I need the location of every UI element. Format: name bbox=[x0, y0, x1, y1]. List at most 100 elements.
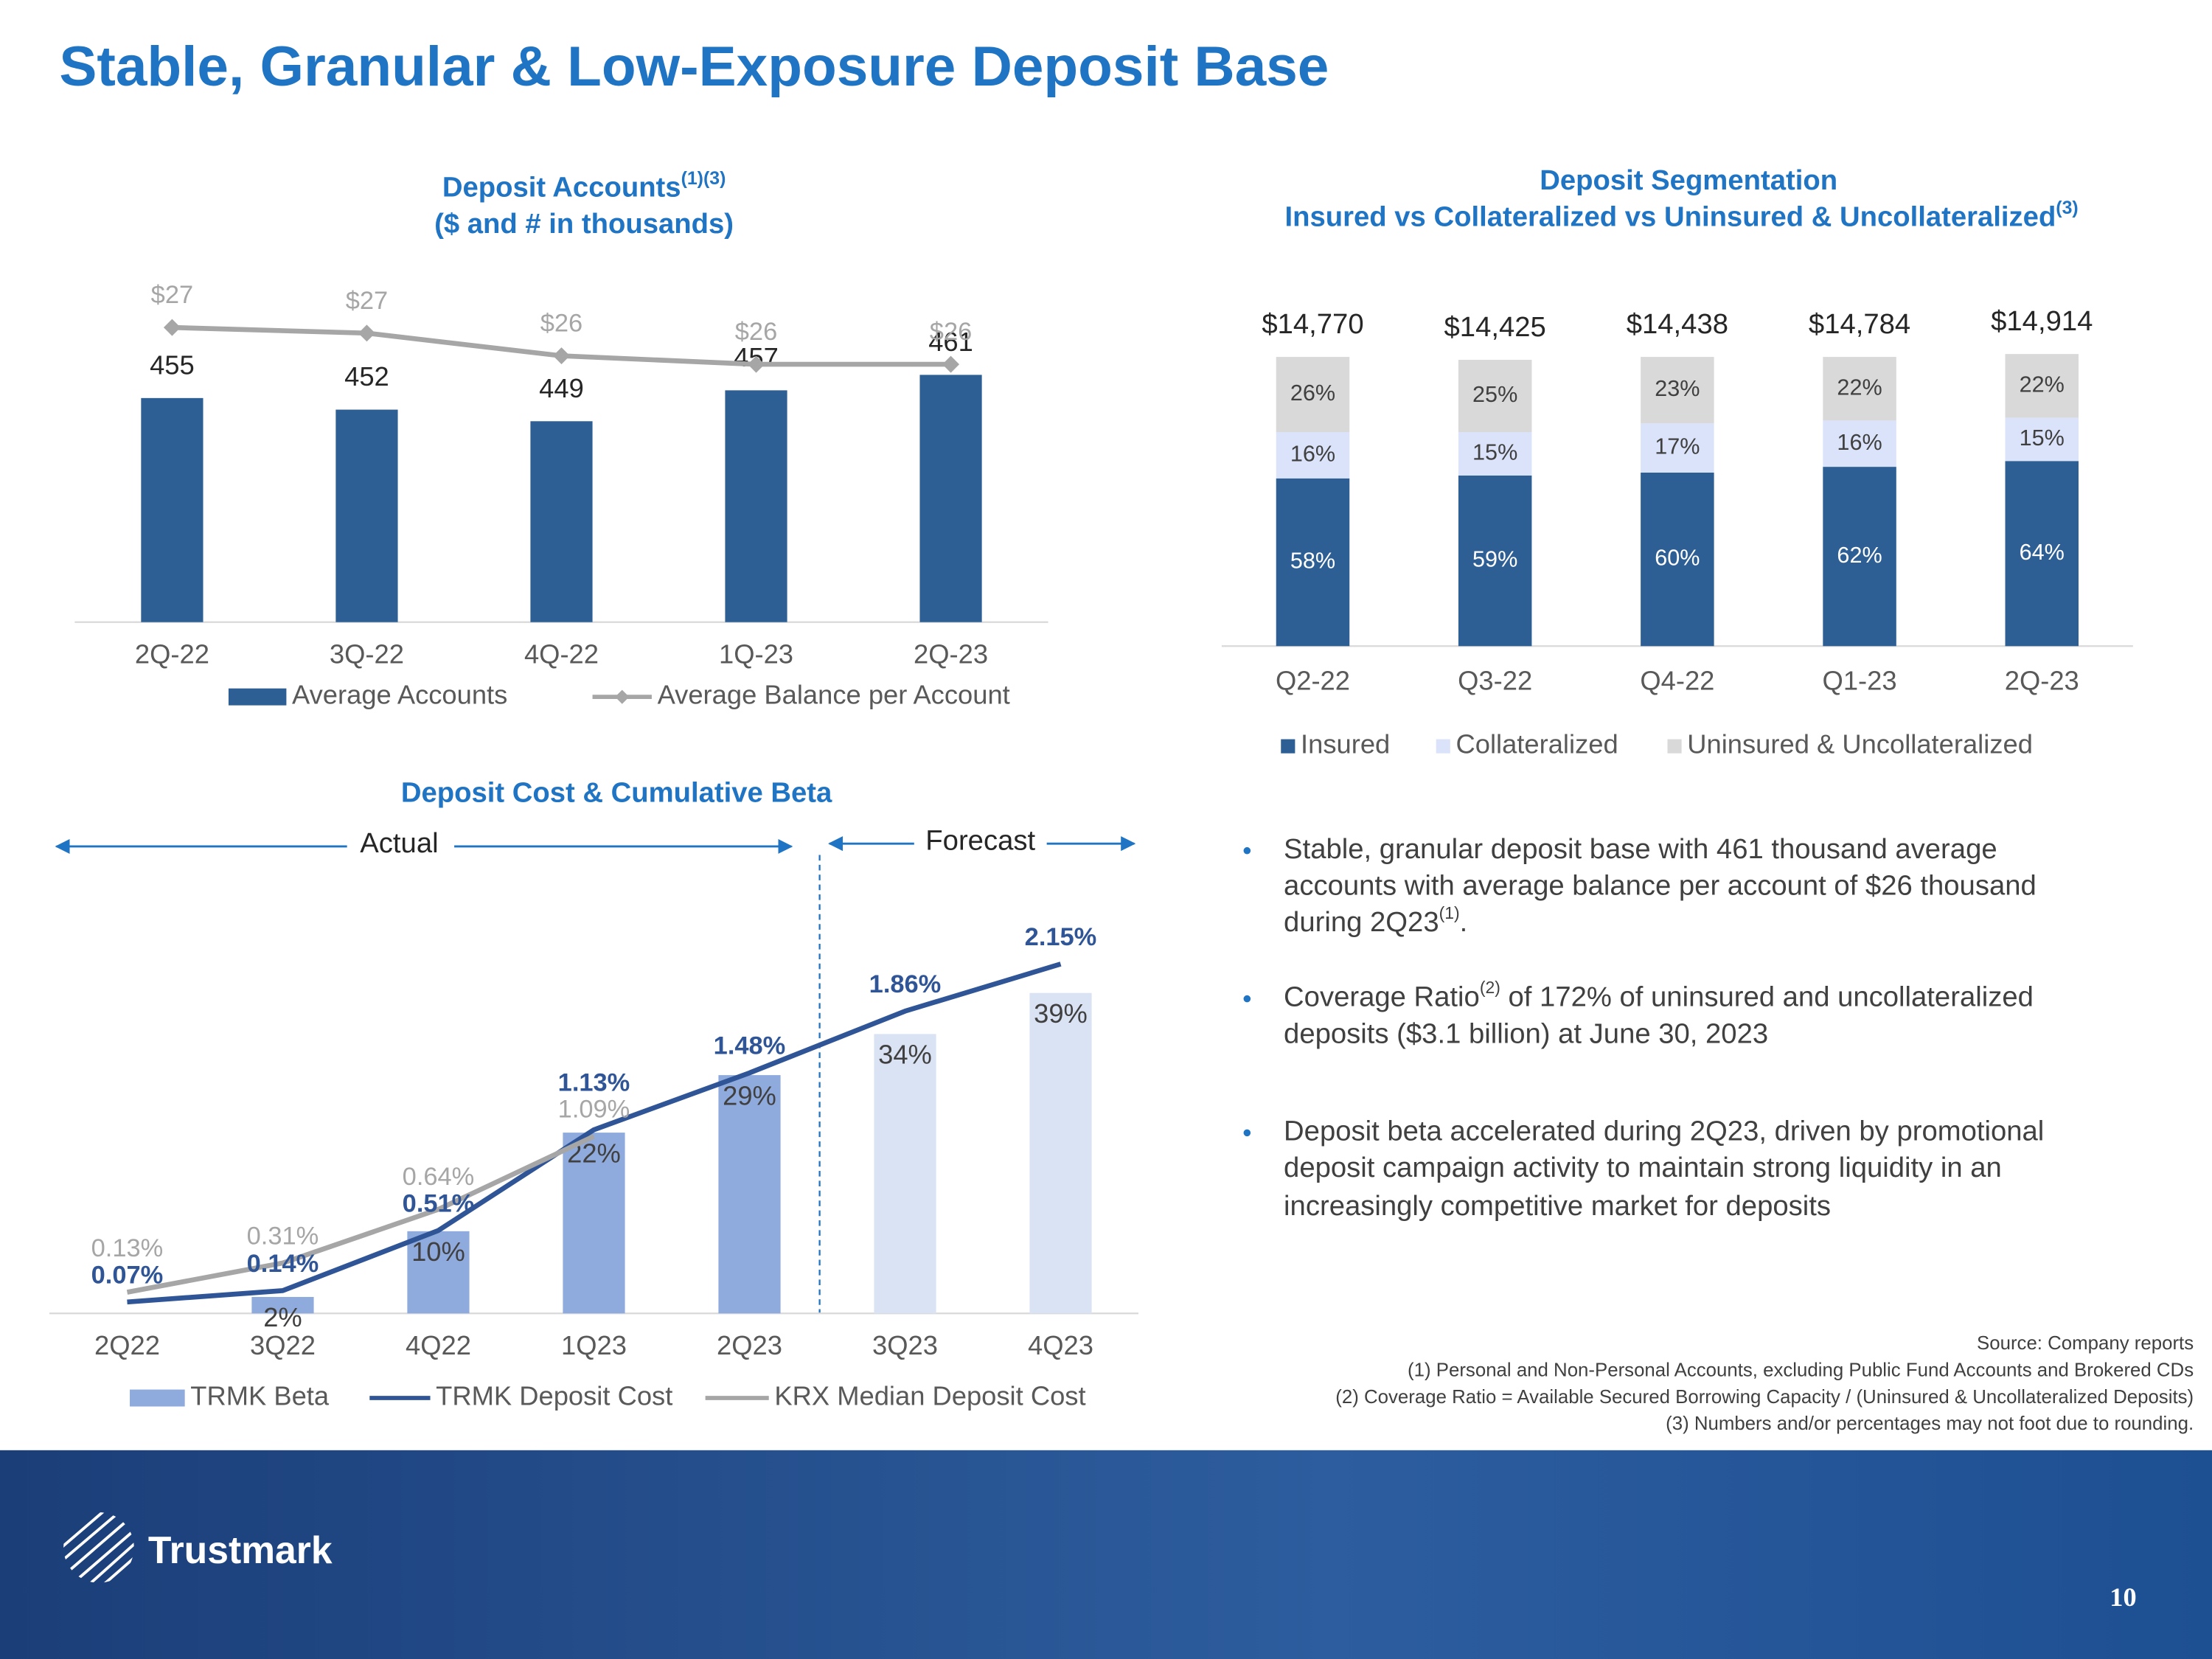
bar bbox=[725, 390, 787, 622]
bullet-sup: (1) bbox=[1439, 903, 1460, 922]
data-label: $27 bbox=[151, 281, 193, 309]
data-label: 1.13% bbox=[558, 1068, 630, 1096]
bar-segment bbox=[1458, 359, 1532, 433]
data-label: $26 bbox=[540, 310, 582, 338]
data-label: 15% bbox=[2020, 425, 2065, 451]
data-label: $26 bbox=[930, 318, 972, 346]
legend-label: Average Accounts bbox=[292, 680, 507, 710]
bullet-text: Coverage Ratio bbox=[1284, 981, 1480, 1013]
bar-segment bbox=[2005, 461, 2079, 647]
annotation: Forecast bbox=[925, 824, 1035, 856]
bar-segment bbox=[1641, 472, 1714, 647]
marker bbox=[942, 355, 960, 373]
bar bbox=[1029, 992, 1092, 1314]
data-label: 58% bbox=[1290, 549, 1335, 574]
line bbox=[127, 961, 1062, 1305]
data-label: 16% bbox=[1290, 442, 1335, 467]
bar-segment bbox=[1276, 357, 1350, 433]
bullet-line: deposits ($3.1 billion) at June 30, 2023 bbox=[1284, 1018, 1768, 1049]
legend-swatch bbox=[228, 688, 287, 706]
bar-segment bbox=[1823, 420, 1896, 467]
bar bbox=[919, 375, 982, 622]
bar bbox=[335, 409, 398, 622]
data-label: 452 bbox=[344, 361, 389, 392]
logo-text: Trustmark bbox=[148, 1528, 333, 1571]
footnote: Source: Company reports bbox=[1977, 1333, 2194, 1354]
footer-band bbox=[0, 1450, 2212, 1659]
subtitle-sup: (3) bbox=[2056, 198, 2078, 218]
bullet-text: during 2Q23 bbox=[1284, 906, 1439, 938]
legend-swatch bbox=[1436, 739, 1450, 754]
chart-subtitle: Insured vs Collateralized vs Uninsured &… bbox=[1285, 198, 2079, 233]
marker bbox=[358, 324, 375, 342]
bullets: Stable, granular deposit base with 461 t… bbox=[1243, 833, 2044, 1222]
bar-segment bbox=[2005, 417, 2079, 462]
data-label: 15% bbox=[1472, 440, 1517, 465]
data-label: 34% bbox=[878, 1040, 932, 1070]
data-label: 29% bbox=[723, 1080, 776, 1110]
x-tick-label: 2Q-22 bbox=[135, 639, 209, 669]
legend-label: TRMK Beta bbox=[190, 1381, 330, 1411]
x-tick-label: 4Q22 bbox=[406, 1330, 471, 1360]
footnote: (2) Coverage Ratio = Available Secured B… bbox=[1335, 1387, 2194, 1408]
bar bbox=[251, 1296, 314, 1314]
marker bbox=[553, 347, 570, 365]
legend-label: Average Balance per Account bbox=[658, 680, 1010, 710]
data-label: $27 bbox=[346, 287, 388, 315]
bar bbox=[530, 421, 593, 622]
bar-segment bbox=[1641, 357, 1714, 424]
bar-segment bbox=[1641, 423, 1714, 473]
data-label: $26 bbox=[735, 318, 777, 346]
bar-segment bbox=[1823, 357, 1896, 421]
bar bbox=[563, 1133, 625, 1314]
data-label: 0.13% bbox=[91, 1234, 164, 1262]
bullet-line: accounts with average balance per accoun… bbox=[1284, 870, 2037, 902]
bar bbox=[718, 1075, 781, 1314]
legend-swatch bbox=[1667, 739, 1682, 754]
bullet-dot bbox=[1243, 1129, 1251, 1137]
x-tick-label: 2Q23 bbox=[717, 1330, 782, 1360]
bullet-line: deposit campaign activity to maintain st… bbox=[1284, 1152, 2002, 1183]
subtitle-text: Insured vs Collateralized vs Uninsured &… bbox=[1285, 201, 2056, 233]
data-label: 0.14% bbox=[247, 1250, 319, 1278]
legend-swatch bbox=[130, 1389, 185, 1407]
data-label: 26% bbox=[1290, 380, 1335, 406]
data-label: 1.48% bbox=[714, 1032, 786, 1060]
footnote: (3) Numbers and/or percentages may not f… bbox=[1666, 1413, 2194, 1434]
data-label: 22% bbox=[1837, 375, 1882, 400]
footnote: (1) Personal and Non-Personal Accounts, … bbox=[1408, 1360, 2194, 1381]
marker bbox=[748, 355, 765, 373]
x-tick-label: 3Q23 bbox=[872, 1330, 938, 1360]
bullet-sup: (2) bbox=[1480, 978, 1500, 997]
chart-title: Deposit Segmentation bbox=[1540, 164, 1837, 196]
x-tick-label: 2Q-23 bbox=[2005, 666, 2079, 696]
data-label: 455 bbox=[150, 349, 195, 380]
total-label: $14,438 bbox=[1627, 308, 1728, 340]
bullet-line: Deposit beta accelerated during 2Q23, dr… bbox=[1284, 1115, 2044, 1147]
line bbox=[126, 1134, 595, 1295]
legend-label: Uninsured & Uncollateralized bbox=[1687, 729, 2033, 759]
bar bbox=[407, 1231, 470, 1314]
bullet-line: Stable, granular deposit base with 461 t… bbox=[1284, 833, 1997, 865]
logo-icon bbox=[63, 1512, 134, 1583]
page-number: 10 bbox=[2110, 1582, 2136, 1612]
bar-segment bbox=[1276, 432, 1350, 479]
total-label: $14,784 bbox=[1809, 308, 1910, 340]
x-tick-label: 1Q23 bbox=[561, 1330, 627, 1360]
bar-segment bbox=[1276, 478, 1350, 647]
bullet-line: Coverage Ratio(2) of 172% of uninsured a… bbox=[1284, 978, 2034, 1012]
x-tick-label: Q2-22 bbox=[1276, 666, 1350, 696]
chart-title: Deposit Accounts(1)(3) bbox=[442, 168, 726, 204]
data-label: 17% bbox=[1655, 434, 1700, 459]
data-label: 23% bbox=[1655, 376, 1700, 401]
data-label: 449 bbox=[539, 373, 584, 403]
total-label: $14,914 bbox=[1991, 305, 2093, 337]
data-label: 60% bbox=[1655, 546, 1700, 571]
bar-segment bbox=[1458, 475, 1532, 647]
x-tick-label: 4Q23 bbox=[1028, 1330, 1093, 1360]
x-tick-label: 1Q-23 bbox=[719, 639, 793, 669]
data-label: 0.51% bbox=[403, 1190, 475, 1218]
chart-title: Deposit Cost & Cumulative Beta bbox=[401, 776, 832, 808]
